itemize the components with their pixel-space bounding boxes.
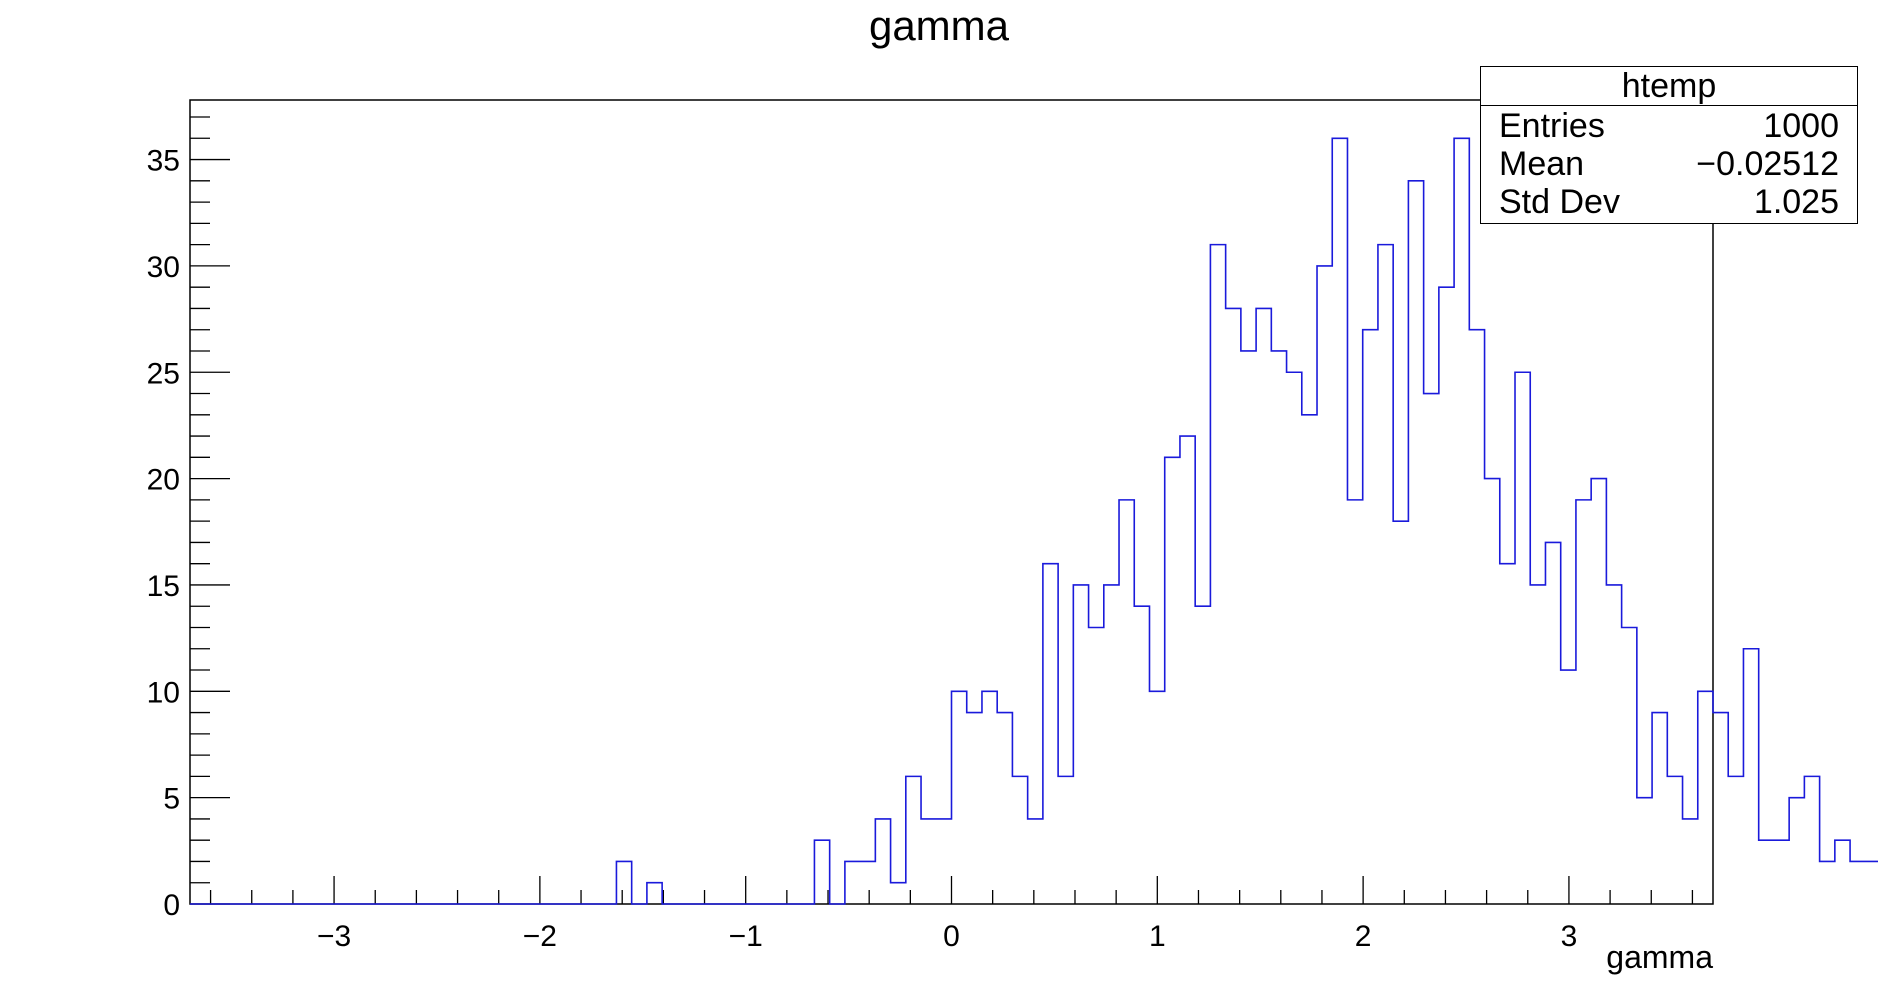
stats-label: Mean [1499, 145, 1585, 183]
y-tick-label: 30 [147, 251, 180, 284]
histogram-outline [190, 137, 1878, 905]
x-tick-label: 3 [1561, 920, 1578, 953]
x-tick-label: −1 [729, 920, 763, 953]
x-tick-label: 2 [1355, 920, 1372, 953]
y-tick-label: 35 [147, 145, 180, 178]
x-axis-label: gamma [1606, 939, 1713, 975]
x-tick-label: −3 [317, 920, 351, 953]
y-tick-label: 15 [147, 570, 180, 603]
stats-row-entries: Entries 1000 [1481, 106, 1857, 145]
x-tick-label: 0 [943, 920, 960, 953]
chart-title: gamma [868, 2, 1010, 49]
y-tick-label: 20 [147, 464, 180, 497]
stats-value: 1000 [1763, 107, 1839, 145]
x-tick-label: −2 [523, 920, 557, 953]
stats-value: 1.025 [1753, 183, 1839, 221]
y-axis: 0 5 10 15 20 25 30 35 [147, 116, 230, 922]
x-axis: −3 −2 −1 0 1 2 3 [209, 876, 1694, 953]
y-tick-label: 25 [147, 357, 180, 390]
stats-title: htemp [1481, 67, 1857, 106]
stats-label: Entries [1499, 107, 1605, 145]
stats-label: Std Dev [1499, 183, 1620, 221]
y-tick-label: 5 [163, 783, 180, 816]
stats-box: htemp Entries 1000 Mean −0.02512 Std Dev… [1480, 66, 1858, 224]
y-tick-label: 10 [147, 676, 180, 709]
stats-value: −0.02512 [1696, 145, 1839, 183]
x-tick-label: 1 [1149, 920, 1166, 953]
stats-row-stddev: Std Dev 1.025 [1481, 182, 1857, 221]
stats-row-mean: Mean −0.02512 [1481, 144, 1857, 183]
y-tick-label: 0 [163, 889, 180, 922]
